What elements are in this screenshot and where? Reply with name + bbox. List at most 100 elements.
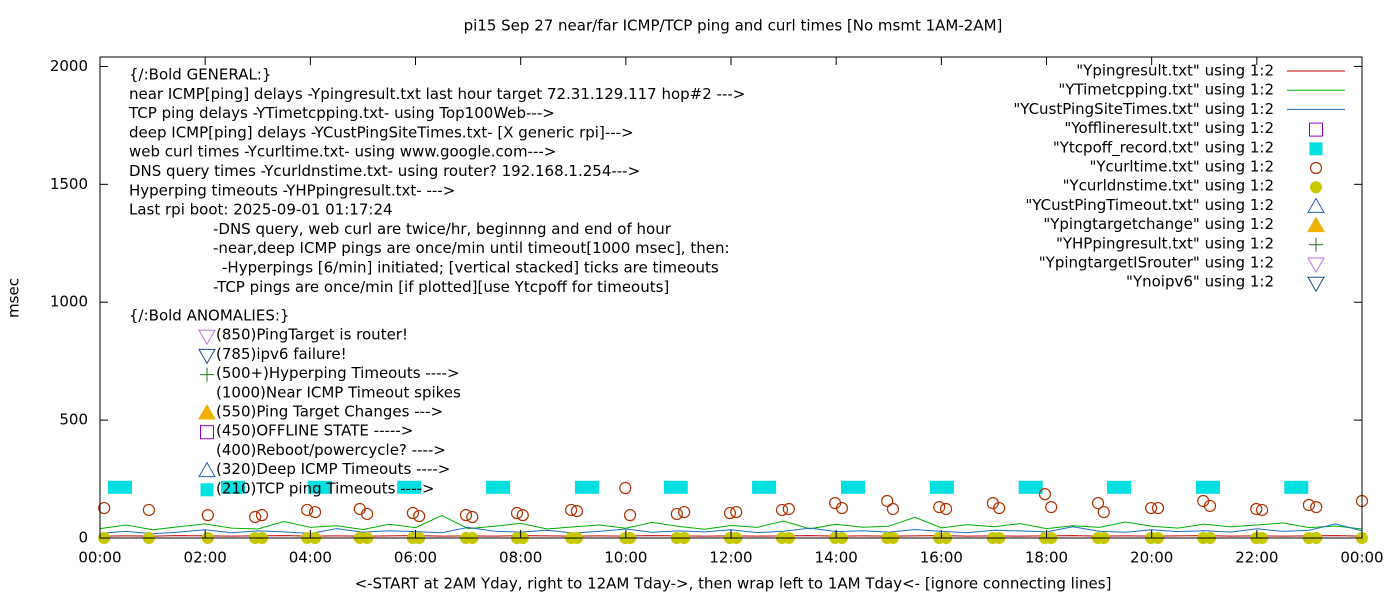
marker-circle	[933, 501, 946, 514]
x-tick-label: 10:00	[604, 549, 647, 567]
marker-square	[840, 480, 865, 494]
marker-square	[1107, 480, 1132, 494]
annotation: -TCP pings are once/min [if plotted][use…	[213, 278, 669, 296]
x-tick-label: 18:00	[1025, 549, 1068, 567]
legend-swatch	[1307, 197, 1325, 213]
marker-circle	[1145, 501, 1158, 515]
marker-circle	[1045, 501, 1058, 514]
annotation-symbol	[200, 483, 214, 497]
y-axis-label: msec	[5, 278, 23, 318]
x-tick-label: 22:00	[1235, 549, 1278, 567]
marker-circle	[413, 509, 426, 523]
annotation: (320)Deep ICMP Timeouts ---->	[216, 460, 450, 478]
legend-swatch	[1309, 122, 1323, 137]
legend-swatch	[1309, 161, 1323, 175]
marker-square	[221, 480, 246, 494]
chart-title: pi15 Sep 27 near/far ICMP/TCP ping and c…	[464, 17, 1003, 35]
legend-label: "YHPpingresult.txt" using 1:2	[1056, 234, 1274, 252]
marker-circle	[406, 506, 419, 520]
marker-circle	[466, 510, 479, 524]
annotation: deep ICMP[ping] delays -YCustPingSiteTim…	[129, 123, 634, 141]
annotation: (450)OFFLINE STATE ----->	[216, 422, 413, 440]
legend-label: "Ytcpoff_record.txt" using 1:2	[1053, 138, 1274, 157]
legend-swatch	[1307, 276, 1325, 293]
annotation: -near,deep ICMP pings are once/min until…	[213, 239, 730, 257]
annotation: {/:Bold ANOMALIES:}	[129, 307, 289, 325]
annotation: (500+)Hyperping Timeouts ---->	[216, 364, 460, 382]
marker-circle	[516, 509, 529, 522]
x-tick-label: 14:00	[815, 549, 858, 567]
annotation: {/:Bold GENERAL:}	[129, 66, 271, 84]
marker-circle	[993, 501, 1006, 515]
legend-label: "YpingtargetISrouter" using 1:2	[1039, 254, 1274, 272]
x-tick-label: 20:00	[1130, 549, 1173, 567]
annotation: -DNS query, web curl are twice/hr, begin…	[213, 220, 672, 238]
marker-circle	[201, 509, 214, 522]
marker-circle	[1151, 501, 1165, 515]
annotation-symbol	[198, 403, 216, 420]
annotation: TCP ping delays -YTimetcpping.txt- using…	[128, 104, 555, 122]
x-tick-label: 16:00	[920, 549, 963, 567]
legend-label: "Ycurltime.txt" using 1:2	[1089, 158, 1274, 176]
marker-circle	[886, 502, 900, 516]
marker-square	[574, 480, 599, 494]
marker-circle	[255, 509, 269, 522]
legend-swatch	[1310, 181, 1322, 194]
annotation: (785)ipv6 failure!	[216, 345, 347, 363]
annotation: Hyperping timeouts -YHPpingresult.txt- -…	[129, 181, 455, 199]
marker-circle	[670, 507, 683, 521]
legend-label: "Ypingtargetchange" using 1:2	[1043, 215, 1274, 233]
y-tick-label: 2000	[50, 57, 88, 75]
annotation: (400)Reboot/powercycle? ---->	[216, 441, 446, 459]
marker-circle	[775, 503, 789, 517]
marker-circle	[730, 505, 743, 519]
marker-circle	[510, 506, 524, 520]
marker-circle	[939, 502, 953, 516]
annotation: -Hyperpings [6/min] initiated; [vertical…	[222, 259, 719, 277]
x-tick-label: 12:00	[709, 549, 752, 567]
marker-circle	[1250, 502, 1263, 516]
x-tick-label: 08:00	[499, 549, 542, 567]
marker-circle	[835, 501, 849, 515]
marker-circle	[619, 481, 632, 495]
marker-circle	[723, 506, 737, 520]
annotation: (1000)Near ICMP Timeout spikes	[216, 383, 461, 401]
legend-label: "YCustPingTimeout.txt" using 1:2	[1025, 196, 1274, 214]
y-tick-label: 1500	[50, 175, 88, 193]
legend-swatch	[1309, 237, 1323, 252]
legend-label: "YCustPingSiteTimes.txt" using 1:2	[1013, 100, 1274, 118]
y-tick-label: 500	[59, 411, 88, 429]
x-tick-label: 04:00	[289, 549, 332, 567]
marker-circle	[249, 510, 262, 524]
marker-circle	[881, 494, 894, 508]
marker-circle	[1091, 497, 1105, 510]
x-tick-label: 06:00	[394, 549, 437, 567]
marker-circle	[301, 503, 314, 517]
marker-circle	[308, 505, 322, 519]
marker-square	[1018, 480, 1043, 494]
marker-square	[929, 480, 954, 494]
series-line	[99, 515, 1363, 531]
marker-circle	[565, 503, 578, 517]
legend-label: "Ynoipv6" using 1:2	[1126, 273, 1274, 291]
legend-label: "Ypingresult.txt" using 1:2	[1076, 62, 1274, 80]
marker-circle	[1302, 498, 1315, 512]
annotation: DNS query times -Ycurldnstime.txt- using…	[129, 162, 640, 180]
marker-square	[663, 480, 688, 494]
marker-circle	[1203, 499, 1217, 513]
marker-square	[307, 480, 332, 494]
annotation: Last rpi boot: 2025-09-01 01:17:24	[129, 201, 393, 219]
annotation: (550)Ping Target Changes --->	[216, 403, 443, 421]
marker-square	[486, 480, 511, 494]
marker-square	[1195, 480, 1220, 494]
marker-square	[397, 480, 422, 494]
marker-circle	[142, 503, 156, 517]
x-axis-label: <-START at 2AM Yday, right to 12AM Tday-…	[355, 575, 1112, 593]
marker-square	[107, 480, 132, 494]
annotation-symbol	[200, 367, 214, 382]
marker-circle	[98, 501, 111, 515]
marker-circle	[678, 505, 691, 519]
legend-swatch	[1309, 142, 1323, 156]
y-tick-label: 1000	[50, 293, 88, 311]
